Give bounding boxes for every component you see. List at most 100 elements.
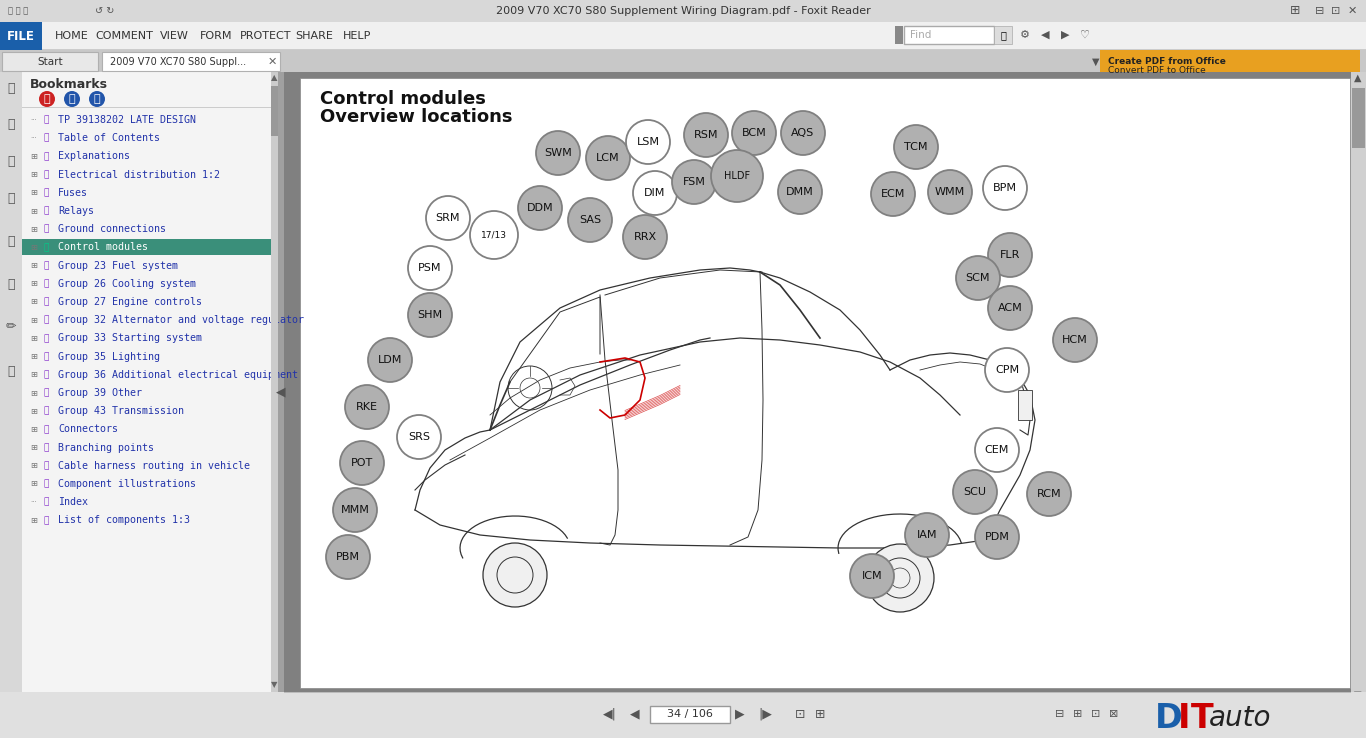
Text: CEM: CEM <box>985 445 1009 455</box>
Text: SAS: SAS <box>579 215 601 225</box>
Text: TP 39138202 LATE DESIGN: TP 39138202 LATE DESIGN <box>57 115 195 125</box>
FancyBboxPatch shape <box>994 26 1012 44</box>
Text: ⊟: ⊟ <box>1315 6 1325 16</box>
Text: 📎: 📎 <box>7 235 15 248</box>
Text: 🔍: 🔍 <box>1000 30 1005 40</box>
Text: Find: Find <box>910 30 932 40</box>
Text: ⊞: ⊞ <box>30 297 37 306</box>
Text: Ground connections: Ground connections <box>57 224 167 234</box>
Circle shape <box>484 543 546 607</box>
FancyBboxPatch shape <box>284 692 1351 693</box>
Text: 🔖: 🔖 <box>44 316 49 325</box>
Text: 🔖: 🔖 <box>44 279 49 289</box>
Text: PBM: PBM <box>336 552 361 562</box>
Text: 🔖: 🔖 <box>44 425 49 434</box>
Text: Create PDF from Office: Create PDF from Office <box>1108 57 1225 66</box>
Text: Branching points: Branching points <box>57 443 154 452</box>
Text: RCM: RCM <box>1037 489 1061 499</box>
Text: HLDF: HLDF <box>724 171 750 181</box>
Circle shape <box>975 515 1019 559</box>
Text: 🔖: 🔖 <box>44 134 49 142</box>
Circle shape <box>518 186 561 230</box>
Text: Cable harness routing in vehicle: Cable harness routing in vehicle <box>57 461 250 471</box>
FancyBboxPatch shape <box>270 72 279 692</box>
Text: T: T <box>1191 702 1213 734</box>
Text: DDM: DDM <box>527 203 553 213</box>
Text: D: D <box>1156 702 1183 734</box>
Text: Explanations: Explanations <box>57 151 130 162</box>
Text: FILE: FILE <box>7 30 36 43</box>
Text: VIEW: VIEW <box>160 31 189 41</box>
Text: 🔖: 🔖 <box>44 334 49 343</box>
Circle shape <box>568 198 612 242</box>
FancyBboxPatch shape <box>1351 72 1366 702</box>
Text: 🔖: 🔖 <box>44 497 49 507</box>
Text: 🔖: 🔖 <box>44 297 49 306</box>
FancyBboxPatch shape <box>650 706 729 723</box>
Text: Connectors: Connectors <box>57 424 117 435</box>
FancyBboxPatch shape <box>22 107 277 108</box>
Text: ⊞: ⊞ <box>30 170 37 179</box>
FancyBboxPatch shape <box>1 52 98 71</box>
Circle shape <box>975 428 1019 472</box>
Text: ⊞: ⊞ <box>30 224 37 234</box>
Text: ···: ··· <box>30 135 37 141</box>
Text: Relays: Relays <box>57 206 94 216</box>
Text: SRM: SRM <box>436 213 460 223</box>
Circle shape <box>326 535 370 579</box>
Text: HCM: HCM <box>1063 335 1087 345</box>
Text: Index: Index <box>57 497 87 507</box>
Text: 2009 V70 XC70 S80 Supplement Wiring Diagram.pdf - Foxit Reader: 2009 V70 XC70 S80 Supplement Wiring Diag… <box>496 6 870 16</box>
Text: ▲: ▲ <box>1354 73 1362 83</box>
Text: 17/13: 17/13 <box>481 230 507 240</box>
Text: 2009 V70 XC70 S80 Suppl...: 2009 V70 XC70 S80 Suppl... <box>111 57 246 67</box>
Text: 34 / 106: 34 / 106 <box>667 709 713 719</box>
FancyBboxPatch shape <box>0 72 22 692</box>
Circle shape <box>732 111 776 155</box>
Text: 🔖: 🔖 <box>44 407 49 415</box>
Text: 📋: 📋 <box>7 118 15 131</box>
Circle shape <box>779 170 822 214</box>
Text: ⊞: ⊞ <box>30 388 37 398</box>
FancyBboxPatch shape <box>0 0 1366 22</box>
FancyBboxPatch shape <box>904 26 994 44</box>
Text: Overview locations: Overview locations <box>320 108 512 126</box>
Text: 🔖: 🔖 <box>44 388 49 398</box>
Text: SHARE: SHARE <box>295 31 333 41</box>
Text: IAM: IAM <box>917 530 937 540</box>
Text: ⊞: ⊞ <box>30 243 37 252</box>
Text: FORM: FORM <box>199 31 232 41</box>
Circle shape <box>906 513 949 557</box>
Text: |▶: |▶ <box>758 708 772 720</box>
Circle shape <box>866 544 934 612</box>
Text: ECM: ECM <box>881 189 906 199</box>
FancyBboxPatch shape <box>1100 50 1361 72</box>
Circle shape <box>1053 318 1097 362</box>
FancyBboxPatch shape <box>1018 390 1031 420</box>
Text: BCM: BCM <box>742 128 766 138</box>
FancyBboxPatch shape <box>284 72 1366 702</box>
Text: ◀|: ◀| <box>602 708 617 720</box>
Text: ▶: ▶ <box>1061 30 1070 40</box>
FancyBboxPatch shape <box>0 50 1366 72</box>
Text: LSM: LSM <box>637 137 660 147</box>
Text: ACM: ACM <box>997 303 1022 313</box>
Text: Group 33 Starting system: Group 33 Starting system <box>57 334 202 343</box>
FancyBboxPatch shape <box>1352 88 1365 148</box>
Text: HELP: HELP <box>343 31 372 41</box>
Text: I: I <box>1177 702 1191 734</box>
Text: Control modules: Control modules <box>320 90 486 108</box>
Text: BPM: BPM <box>993 183 1018 193</box>
Text: FSM: FSM <box>683 177 705 187</box>
Text: ⊞: ⊞ <box>30 425 37 434</box>
Text: ▶: ▶ <box>735 708 744 720</box>
Circle shape <box>426 196 470 240</box>
Text: ▼: ▼ <box>270 680 277 689</box>
Text: ⊞: ⊞ <box>30 443 37 452</box>
Text: 🔖: 🔖 <box>68 94 75 104</box>
Text: auto: auto <box>1209 704 1272 732</box>
Text: Group 26 Cooling system: Group 26 Cooling system <box>57 279 195 289</box>
Circle shape <box>988 286 1031 330</box>
Text: Control modules: Control modules <box>57 242 148 252</box>
Text: 🔖: 🔖 <box>44 170 49 179</box>
